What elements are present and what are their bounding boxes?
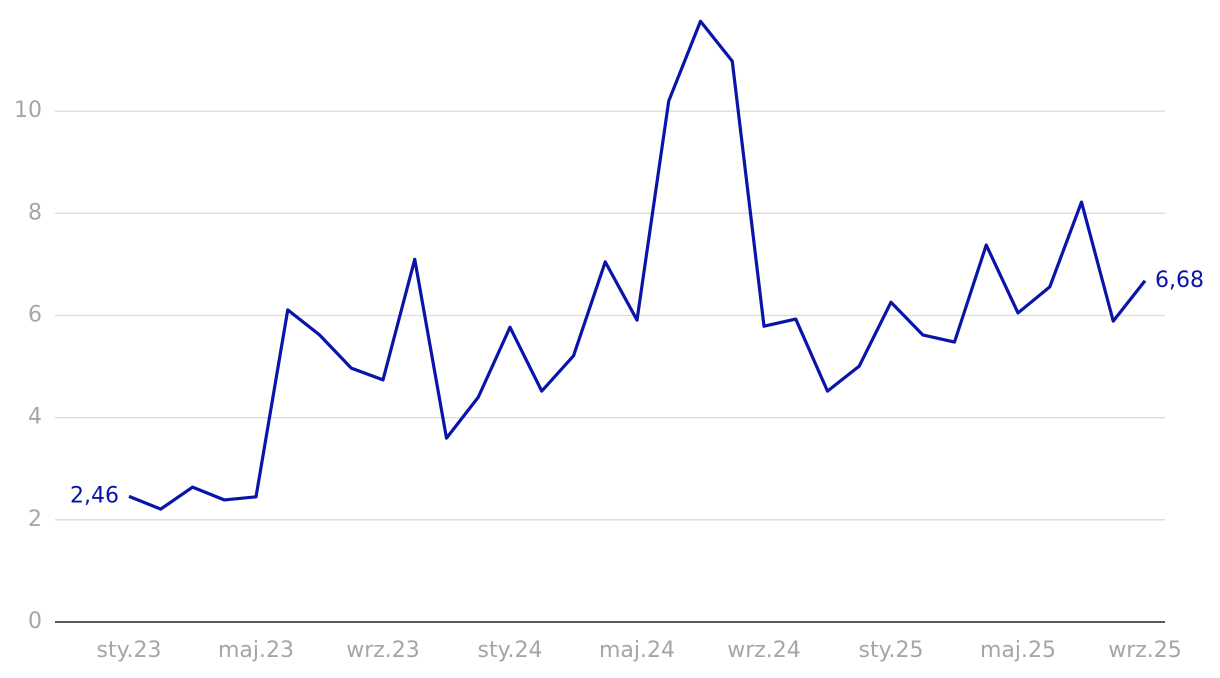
x-tick-label: sty.25 bbox=[859, 638, 924, 663]
x-tick-label: wrz.24 bbox=[727, 638, 801, 663]
y-tick-label: 10 bbox=[14, 98, 42, 123]
x-tick-label: maj.24 bbox=[599, 638, 675, 663]
y-tick-label: 0 bbox=[28, 609, 42, 634]
value-label: 6,68 bbox=[1155, 268, 1204, 293]
y-tick-label: 8 bbox=[28, 200, 42, 225]
x-tick-label: maj.23 bbox=[218, 638, 294, 663]
value-label: 2,46 bbox=[70, 483, 119, 508]
y-tick-label: 6 bbox=[28, 303, 42, 328]
x-tick-label: wrz.23 bbox=[346, 638, 420, 663]
x-tick-label: sty.23 bbox=[97, 638, 162, 663]
y-tick-label: 2 bbox=[28, 507, 42, 532]
data-line bbox=[128, 19, 1147, 511]
x-tick-label: maj.25 bbox=[980, 638, 1056, 663]
y-tick-label: 4 bbox=[28, 405, 42, 430]
x-tick-label: wrz.25 bbox=[1108, 638, 1182, 663]
x-tick-label: sty.24 bbox=[478, 638, 543, 663]
